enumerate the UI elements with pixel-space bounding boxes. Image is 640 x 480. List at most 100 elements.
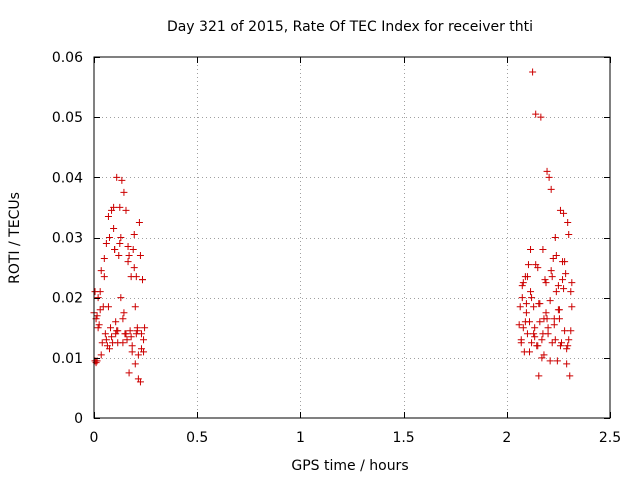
data-point xyxy=(139,276,147,284)
data-point xyxy=(532,261,540,269)
data-point xyxy=(113,327,121,335)
data-point xyxy=(126,327,134,335)
data-point xyxy=(543,315,551,323)
data-point xyxy=(556,342,564,350)
data-point xyxy=(530,303,538,311)
data-point xyxy=(128,348,136,356)
data-point xyxy=(553,357,561,365)
data-point xyxy=(542,309,550,317)
data-point xyxy=(129,246,137,254)
data-point xyxy=(564,342,572,350)
data-point xyxy=(560,209,568,217)
data-point xyxy=(537,113,545,121)
data-point xyxy=(115,252,123,260)
data-point xyxy=(101,330,109,338)
data-point xyxy=(134,351,142,359)
data-point xyxy=(552,288,560,296)
data-point xyxy=(124,243,132,251)
data-point xyxy=(122,206,130,214)
data-point xyxy=(132,330,140,338)
data-point xyxy=(111,246,119,254)
data-point xyxy=(523,330,531,338)
data-point xyxy=(131,303,139,311)
data-point xyxy=(522,300,530,308)
data-point xyxy=(551,336,559,344)
data-point xyxy=(565,336,573,344)
x-tick-label: 2 xyxy=(502,430,511,446)
data-point xyxy=(94,324,102,332)
data-point xyxy=(550,321,558,329)
data-point xyxy=(135,218,143,226)
data-point xyxy=(534,342,542,350)
data-point xyxy=(565,230,573,238)
data-point xyxy=(119,339,127,347)
data-point xyxy=(532,110,540,118)
data-point xyxy=(113,173,121,181)
data-point xyxy=(125,369,133,377)
data-point xyxy=(110,203,118,211)
data-point xyxy=(122,330,130,338)
data-point xyxy=(542,279,550,287)
data-point xyxy=(97,351,105,359)
data-point xyxy=(530,330,538,338)
x-tick-label: 0 xyxy=(90,430,99,446)
data-point xyxy=(556,206,564,214)
data-point xyxy=(554,306,562,314)
data-point xyxy=(531,333,539,341)
data-point xyxy=(543,167,551,175)
data-point xyxy=(120,309,128,317)
data-point xyxy=(536,318,544,326)
x-tick-label: 1 xyxy=(296,430,305,446)
data-point xyxy=(120,188,128,196)
data-point xyxy=(535,372,543,380)
data-point xyxy=(541,276,549,284)
data-point xyxy=(552,252,560,260)
data-point xyxy=(97,267,105,275)
data-point xyxy=(136,252,144,260)
data-point xyxy=(100,273,108,281)
data-point xyxy=(130,264,138,272)
data-points-layer xyxy=(90,68,576,386)
data-point xyxy=(96,306,104,314)
data-point xyxy=(539,246,547,254)
data-point xyxy=(93,312,101,320)
data-point xyxy=(535,300,543,308)
data-point xyxy=(545,173,553,181)
data-point xyxy=(529,68,537,76)
data-point xyxy=(518,282,526,290)
data-point xyxy=(528,339,536,347)
y-tick-label: 0.03 xyxy=(52,231,83,247)
data-point xyxy=(518,294,526,302)
data-point xyxy=(539,330,547,338)
plot-frame xyxy=(93,56,611,419)
data-point xyxy=(125,252,133,260)
grid-layer xyxy=(94,57,610,418)
data-point xyxy=(105,345,113,353)
data-point xyxy=(116,203,124,211)
data-point xyxy=(548,273,556,281)
y-tick-label: 0.04 xyxy=(52,170,83,186)
data-point xyxy=(567,327,575,335)
data-point xyxy=(528,294,536,302)
data-point xyxy=(108,333,116,341)
data-point xyxy=(546,297,554,305)
data-point xyxy=(557,339,565,347)
y-axis-label: ROTI / TECUs xyxy=(7,192,23,284)
data-point xyxy=(568,279,576,287)
data-point xyxy=(519,324,527,332)
y-tick-label: 0.05 xyxy=(52,110,83,126)
data-point xyxy=(523,273,531,281)
data-point xyxy=(522,309,530,317)
data-point xyxy=(515,321,523,329)
data-point xyxy=(127,333,135,341)
data-point xyxy=(119,315,127,323)
data-point xyxy=(132,273,140,281)
y-tick-label: 0.01 xyxy=(52,351,83,367)
data-point xyxy=(559,276,567,284)
y-tick-label: 0.06 xyxy=(52,50,83,66)
x-axis-label: GPS time / hours xyxy=(291,458,408,474)
data-point xyxy=(136,378,144,386)
data-point xyxy=(96,288,104,296)
data-point xyxy=(527,288,535,296)
chart-title: Day 321 of 2015, Rate Of TEC Index for r… xyxy=(167,19,533,35)
